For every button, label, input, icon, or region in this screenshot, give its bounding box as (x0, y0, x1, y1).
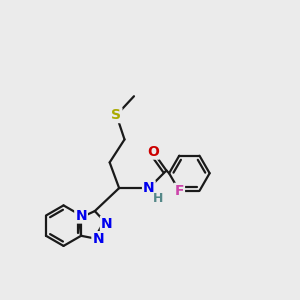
Text: N: N (75, 208, 87, 223)
Text: N: N (92, 232, 104, 246)
Text: S: S (111, 108, 122, 122)
Text: N: N (143, 181, 154, 195)
Text: O: O (147, 145, 159, 159)
Text: H: H (153, 192, 164, 205)
Text: N: N (101, 217, 112, 231)
Text: F: F (175, 184, 184, 198)
